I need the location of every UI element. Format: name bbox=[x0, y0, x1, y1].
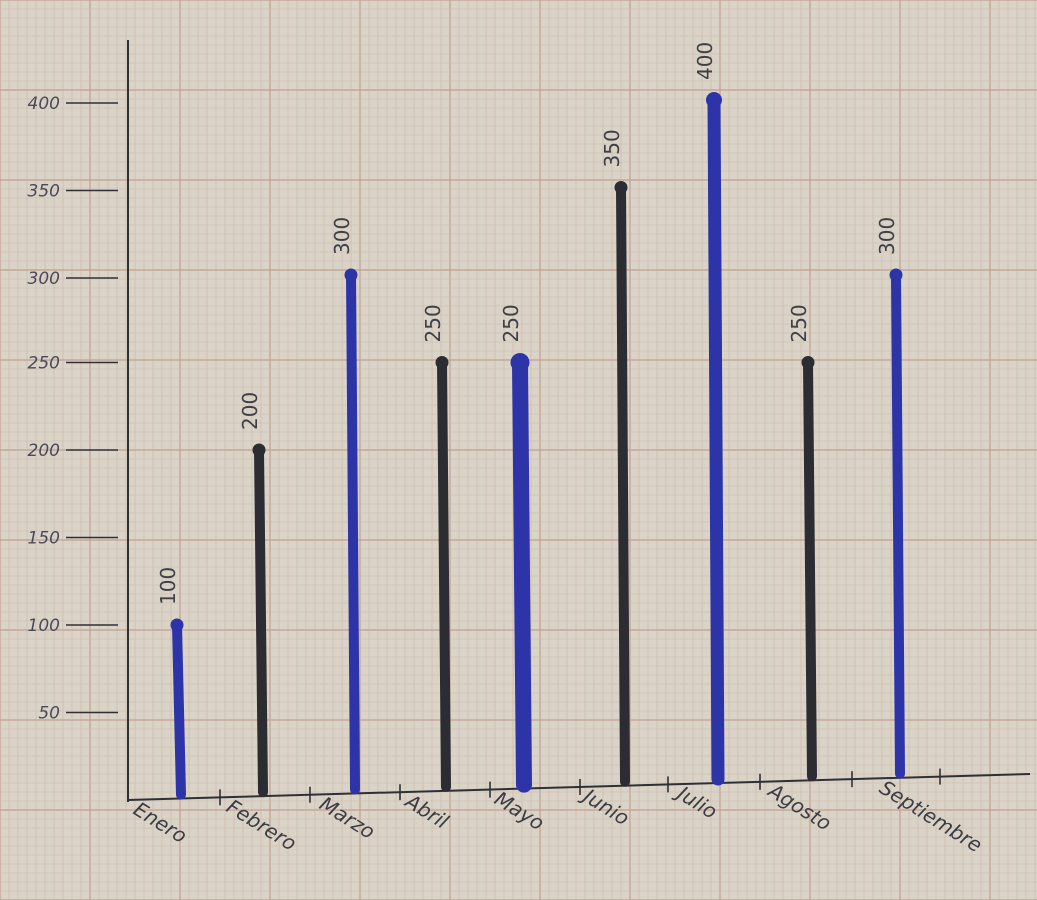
data-label: 250 bbox=[499, 304, 523, 342]
bar-septiembre bbox=[891, 270, 905, 779]
y-tick-label: 350 bbox=[28, 182, 60, 202]
y-tick-label: 100 bbox=[28, 616, 60, 636]
y-tick-label: 200 bbox=[28, 441, 60, 461]
bar-cap bbox=[706, 92, 722, 108]
data-label: 300 bbox=[875, 217, 899, 255]
data-label: 300 bbox=[330, 217, 354, 255]
bar-julio bbox=[707, 93, 725, 786]
bar-enero bbox=[172, 620, 186, 800]
data-label: 350 bbox=[600, 129, 624, 167]
y-tick-label: 400 bbox=[28, 94, 60, 114]
data-label: 100 bbox=[156, 567, 180, 605]
x-axis-line bbox=[127, 773, 1031, 801]
data-label: 250 bbox=[421, 304, 445, 342]
bar-junio bbox=[616, 182, 630, 787]
bar-cap bbox=[889, 268, 903, 282]
bar-marzo bbox=[346, 270, 360, 795]
bar-febrero bbox=[254, 445, 268, 798]
axes bbox=[66, 40, 1031, 806]
data-label: 250 bbox=[787, 304, 811, 342]
y-tick-label: 150 bbox=[28, 529, 60, 549]
bar-cap bbox=[170, 618, 184, 632]
bar-cap bbox=[252, 443, 266, 457]
bar-cap bbox=[510, 353, 530, 372]
bar-cap bbox=[435, 356, 449, 369]
bar-cap bbox=[801, 356, 815, 369]
data-label: 200 bbox=[238, 392, 262, 430]
bar-abril bbox=[437, 357, 451, 792]
y-tick-label: 300 bbox=[28, 269, 60, 289]
bars bbox=[170, 92, 905, 800]
y-tick-label: 250 bbox=[28, 354, 60, 374]
bar-agosto bbox=[803, 357, 817, 782]
bar-cap bbox=[614, 181, 628, 194]
data-label: 400 bbox=[693, 42, 717, 80]
bar-mayo bbox=[512, 354, 532, 793]
y-tick-label: 50 bbox=[38, 704, 60, 724]
bar-cap bbox=[344, 268, 358, 282]
